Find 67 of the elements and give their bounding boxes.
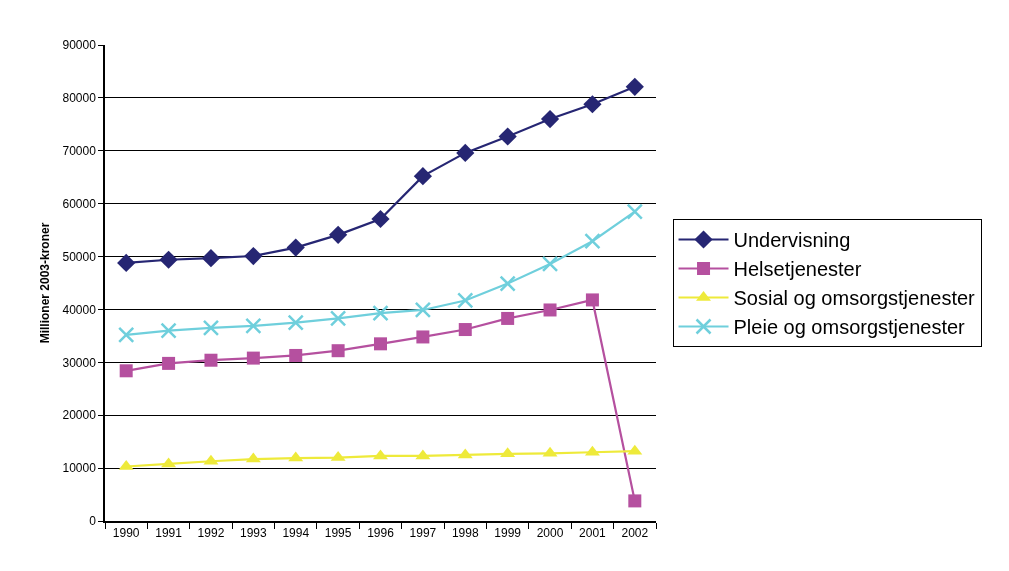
x-tick-label: 2001 [579,526,607,541]
point [540,109,560,129]
y-tick-label: 60000 [62,196,97,211]
point [159,250,178,269]
point [201,249,221,268]
legend-label: Sosial og omsorgstjenester [733,287,976,310]
point [372,304,389,322]
point [329,310,347,327]
x-tick-label: 1991 [155,526,183,541]
point [583,95,602,114]
point [625,77,644,96]
point [245,317,262,335]
legend-label: Undervisning [733,229,851,252]
point [501,311,515,325]
point [246,351,260,365]
point [329,225,348,244]
y-axis-title: Millioner 2003-kroner [38,222,53,344]
point [331,344,345,358]
point [626,203,644,220]
point [160,322,177,339]
point [287,314,304,331]
point [244,246,263,266]
x-tick-label: 2000 [536,526,564,541]
y-tick-label: 20000 [62,408,97,423]
point [541,255,559,273]
point [286,238,305,257]
point [456,143,475,162]
y-tick-label: 90000 [62,38,97,53]
x-tick-label: 1999 [494,526,522,541]
point [457,292,474,309]
y-tick-label: 0 [89,514,97,529]
y-tick-label: 50000 [62,249,97,264]
point [458,323,472,337]
point [628,494,642,508]
point [374,337,387,351]
y-tick-label: 10000 [62,461,97,476]
y-tick-label: 80000 [62,91,97,106]
point [371,209,390,229]
point [204,353,218,367]
y-tick-label: 70000 [62,143,97,158]
point [499,275,516,292]
x-tick-label: 1995 [324,526,352,541]
point [414,301,432,319]
legend-label: Pleie og omsorgstjenester [733,316,966,339]
x-tick-label: 1990 [112,526,140,541]
point [498,127,517,146]
point [289,348,303,362]
x-tick-label: 1993 [240,526,268,541]
point [117,326,135,344]
x-tick-label: 1996 [367,526,395,541]
point [413,167,432,186]
x-tick-label: 1992 [197,526,225,541]
point [119,364,133,378]
point [543,303,557,317]
point [585,293,599,307]
y-tick-label: 40000 [62,302,97,317]
x-tick-label: 1998 [451,526,479,541]
y-tick-label: 30000 [62,355,97,370]
point [584,232,601,250]
point [162,356,176,370]
x-tick-label: 1994 [282,526,310,541]
legend-label: Helsetjenester [733,258,862,281]
x-tick-label: 2002 [621,526,649,541]
point [416,330,430,344]
point [202,319,220,337]
x-tick-label: 1997 [409,526,437,541]
point [117,253,136,272]
